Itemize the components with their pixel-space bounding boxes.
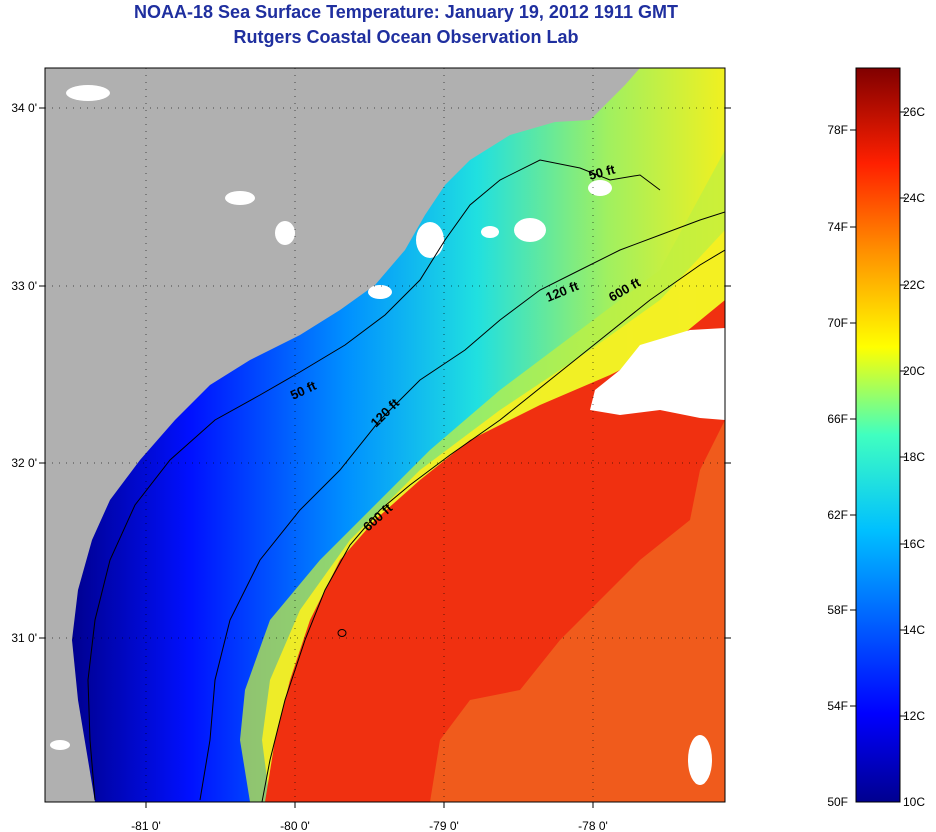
colorbar-label-c: 22C — [903, 278, 925, 292]
lon-tick-label: -81 0' — [131, 819, 161, 832]
lat-tick-label: 33 0' — [11, 279, 37, 293]
colorbar-label-c: 24C — [903, 191, 925, 205]
contour-label-50ft-north: 50 ft — [587, 161, 617, 183]
colorbar-label-c: 26C — [903, 105, 925, 119]
colorbar-label-c: 10C — [903, 795, 925, 809]
colorbar — [855, 67, 901, 803]
lon-tick-label: -79 0' — [429, 819, 459, 832]
colorbar-label-c: 12C — [903, 709, 925, 723]
colorbar-label-f: 50F — [827, 795, 848, 809]
map-title: NOAA-18 Sea Surface Temperature: January… — [134, 2, 678, 22]
colorbar-label-f: 66F — [827, 412, 848, 426]
map-frame — [44, 67, 726, 803]
contour-50ft — [87, 159, 661, 801]
colorbar-label-c: 16C — [903, 537, 925, 551]
colorbar-label-f: 78F — [827, 123, 848, 137]
colorbar-label-c: 18C — [903, 450, 925, 464]
cloud-patches — [50, 85, 725, 785]
map-subtitle: Rutgers Coastal Ocean Observation Lab — [233, 27, 579, 47]
colorbar-label-f: 54F — [827, 699, 848, 713]
colorbar-label-c: 20C — [903, 364, 925, 378]
lon-tick-label: -80 0' — [280, 819, 310, 832]
lat-tick-label: 32 0' — [11, 456, 37, 470]
map-plot-area: 50 ft 50 ft 120 ft 120 ft 600 ft 600 ft — [45, 68, 725, 802]
lat-tick-label: 34 0' — [11, 101, 37, 115]
warm-eddy-water — [430, 420, 725, 802]
colorbar-label-f: 74F — [827, 220, 848, 234]
lon-tick-label: -78 0' — [578, 819, 608, 832]
colorbar-label-f: 70F — [827, 316, 848, 330]
contour-120ft — [199, 211, 725, 801]
axis-ticks — [39, 107, 731, 808]
lat-tick-label: 31 0' — [11, 631, 37, 645]
colorbar-label-f: 62F — [827, 508, 848, 522]
colorbar-label-f: 58F — [827, 603, 848, 617]
colorbar-label-c: 14C — [903, 623, 925, 637]
contour-600ft — [261, 249, 725, 802]
colorbar-ticks — [850, 111, 906, 717]
contour-ring — [337, 629, 347, 637]
